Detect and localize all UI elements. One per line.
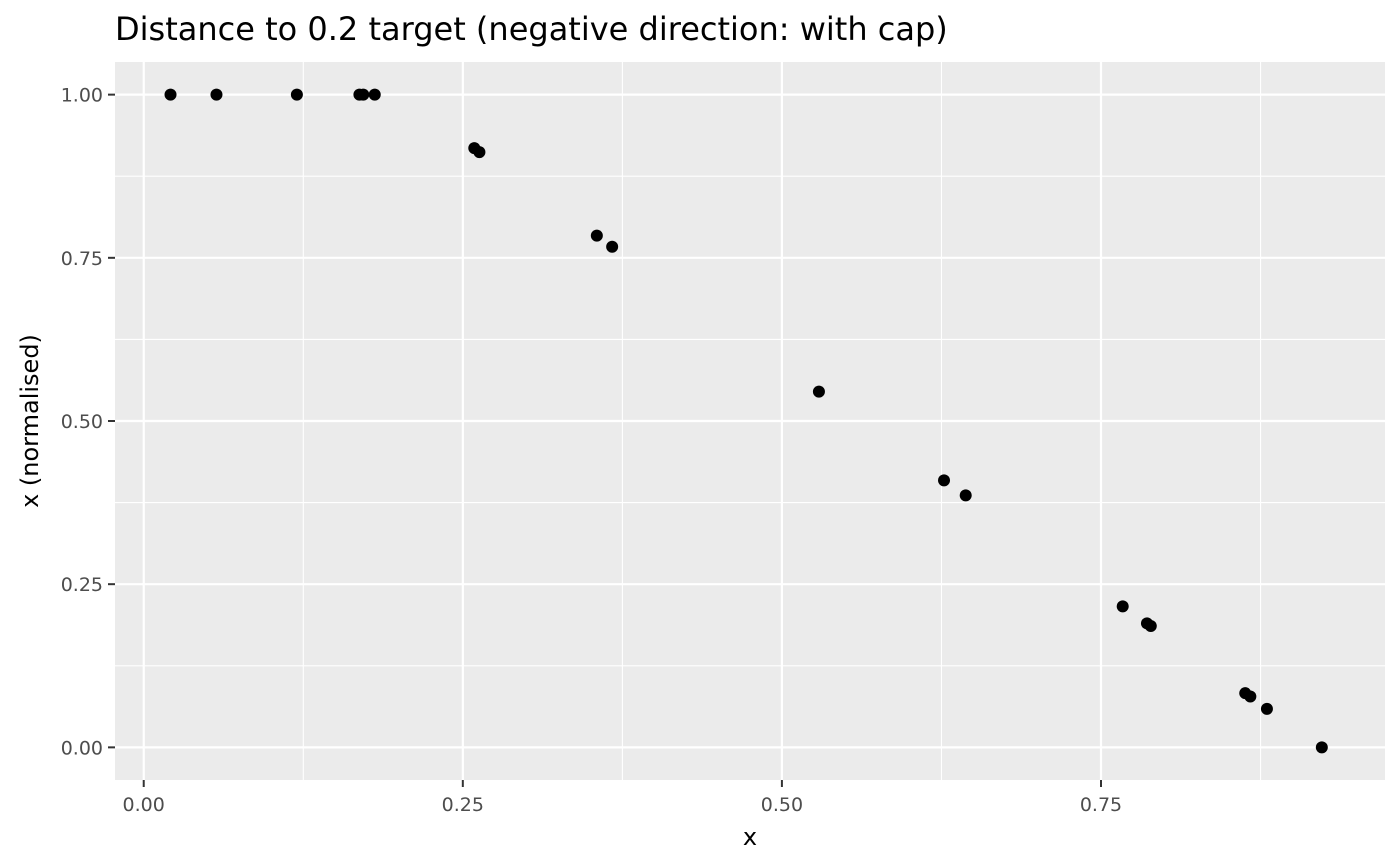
major-grid [115, 62, 1385, 780]
data-point [1144, 619, 1157, 632]
x-tick-label: 0.75 [1080, 794, 1122, 816]
points-layer [164, 88, 1328, 754]
y-tick-label: 0.50 [61, 411, 103, 433]
data-point [1116, 600, 1129, 613]
data-point [164, 88, 177, 101]
data-point [210, 88, 223, 101]
x-tick-label: 0.00 [123, 794, 165, 816]
x-axis: 0.00 0.25 0.50 0.75 [123, 780, 1122, 816]
data-point [812, 385, 825, 398]
chart-title: Distance to 0.2 target (negative directi… [115, 10, 948, 48]
data-point [290, 88, 303, 101]
y-tick-label: 1.00 [61, 85, 103, 107]
data-point [606, 240, 619, 253]
data-point [368, 88, 381, 101]
x-tick-label: 0.50 [761, 794, 803, 816]
y-axis-label: x (normalised) [16, 334, 44, 508]
data-point [1260, 702, 1273, 715]
x-axis-label: x [743, 823, 757, 851]
data-point [473, 146, 486, 159]
data-point [938, 474, 951, 487]
data-point [590, 229, 603, 242]
data-point [959, 489, 972, 502]
data-point [1315, 741, 1328, 754]
data-point [1244, 690, 1257, 703]
y-tick-label: 0.75 [61, 248, 103, 270]
data-point [357, 88, 370, 101]
y-tick-label: 0.25 [61, 574, 103, 596]
y-axis: 0.00 0.25 0.50 0.75 1.00 [61, 85, 115, 759]
x-tick-label: 0.25 [442, 794, 484, 816]
y-tick-label: 0.00 [61, 737, 103, 759]
